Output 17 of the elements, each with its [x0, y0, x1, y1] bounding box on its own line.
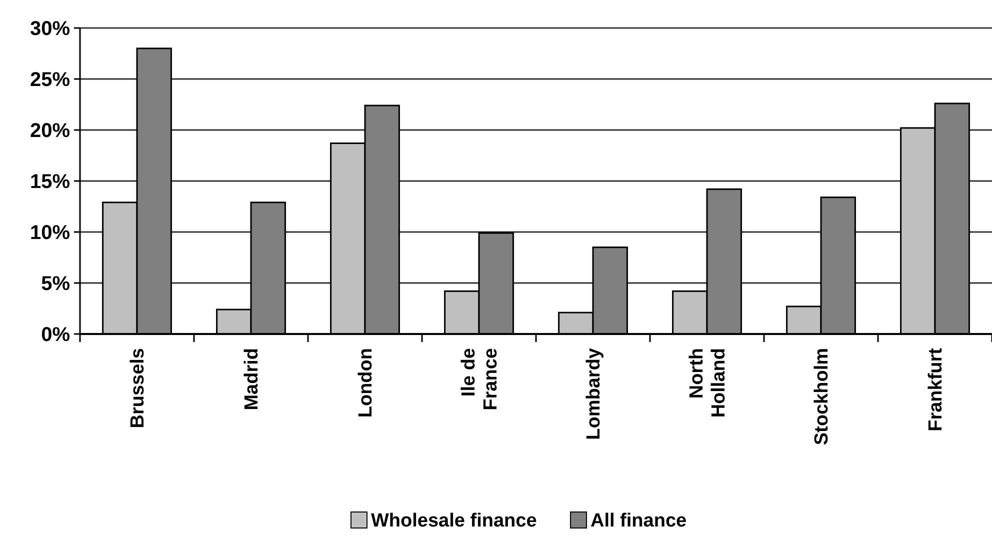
x-tick-label: Brussels [128, 348, 149, 428]
y-tick-label: 0% [41, 324, 70, 346]
x-tick-label: Madrid [242, 348, 263, 410]
y-tick-label: 25% [30, 69, 70, 91]
x-tick-label: Stockholm [812, 348, 833, 446]
x-tick-label: Lombardy [584, 348, 605, 440]
y-tick-label: 30% [30, 18, 70, 40]
y-tick-label: 20% [30, 120, 70, 142]
x-tick-label: Ile de France [458, 348, 502, 410]
legend-label: Wholesale finance [371, 510, 537, 532]
legend-label: All finance [590, 510, 687, 532]
x-tick-label: North Holland [686, 348, 730, 418]
x-tick-label: Frankfurt [926, 347, 947, 432]
y-tick-label: 10% [30, 222, 70, 244]
y-tick-label: 5% [41, 273, 70, 295]
x-tick-label: London [356, 348, 377, 418]
y-tick-label: 15% [30, 171, 70, 193]
